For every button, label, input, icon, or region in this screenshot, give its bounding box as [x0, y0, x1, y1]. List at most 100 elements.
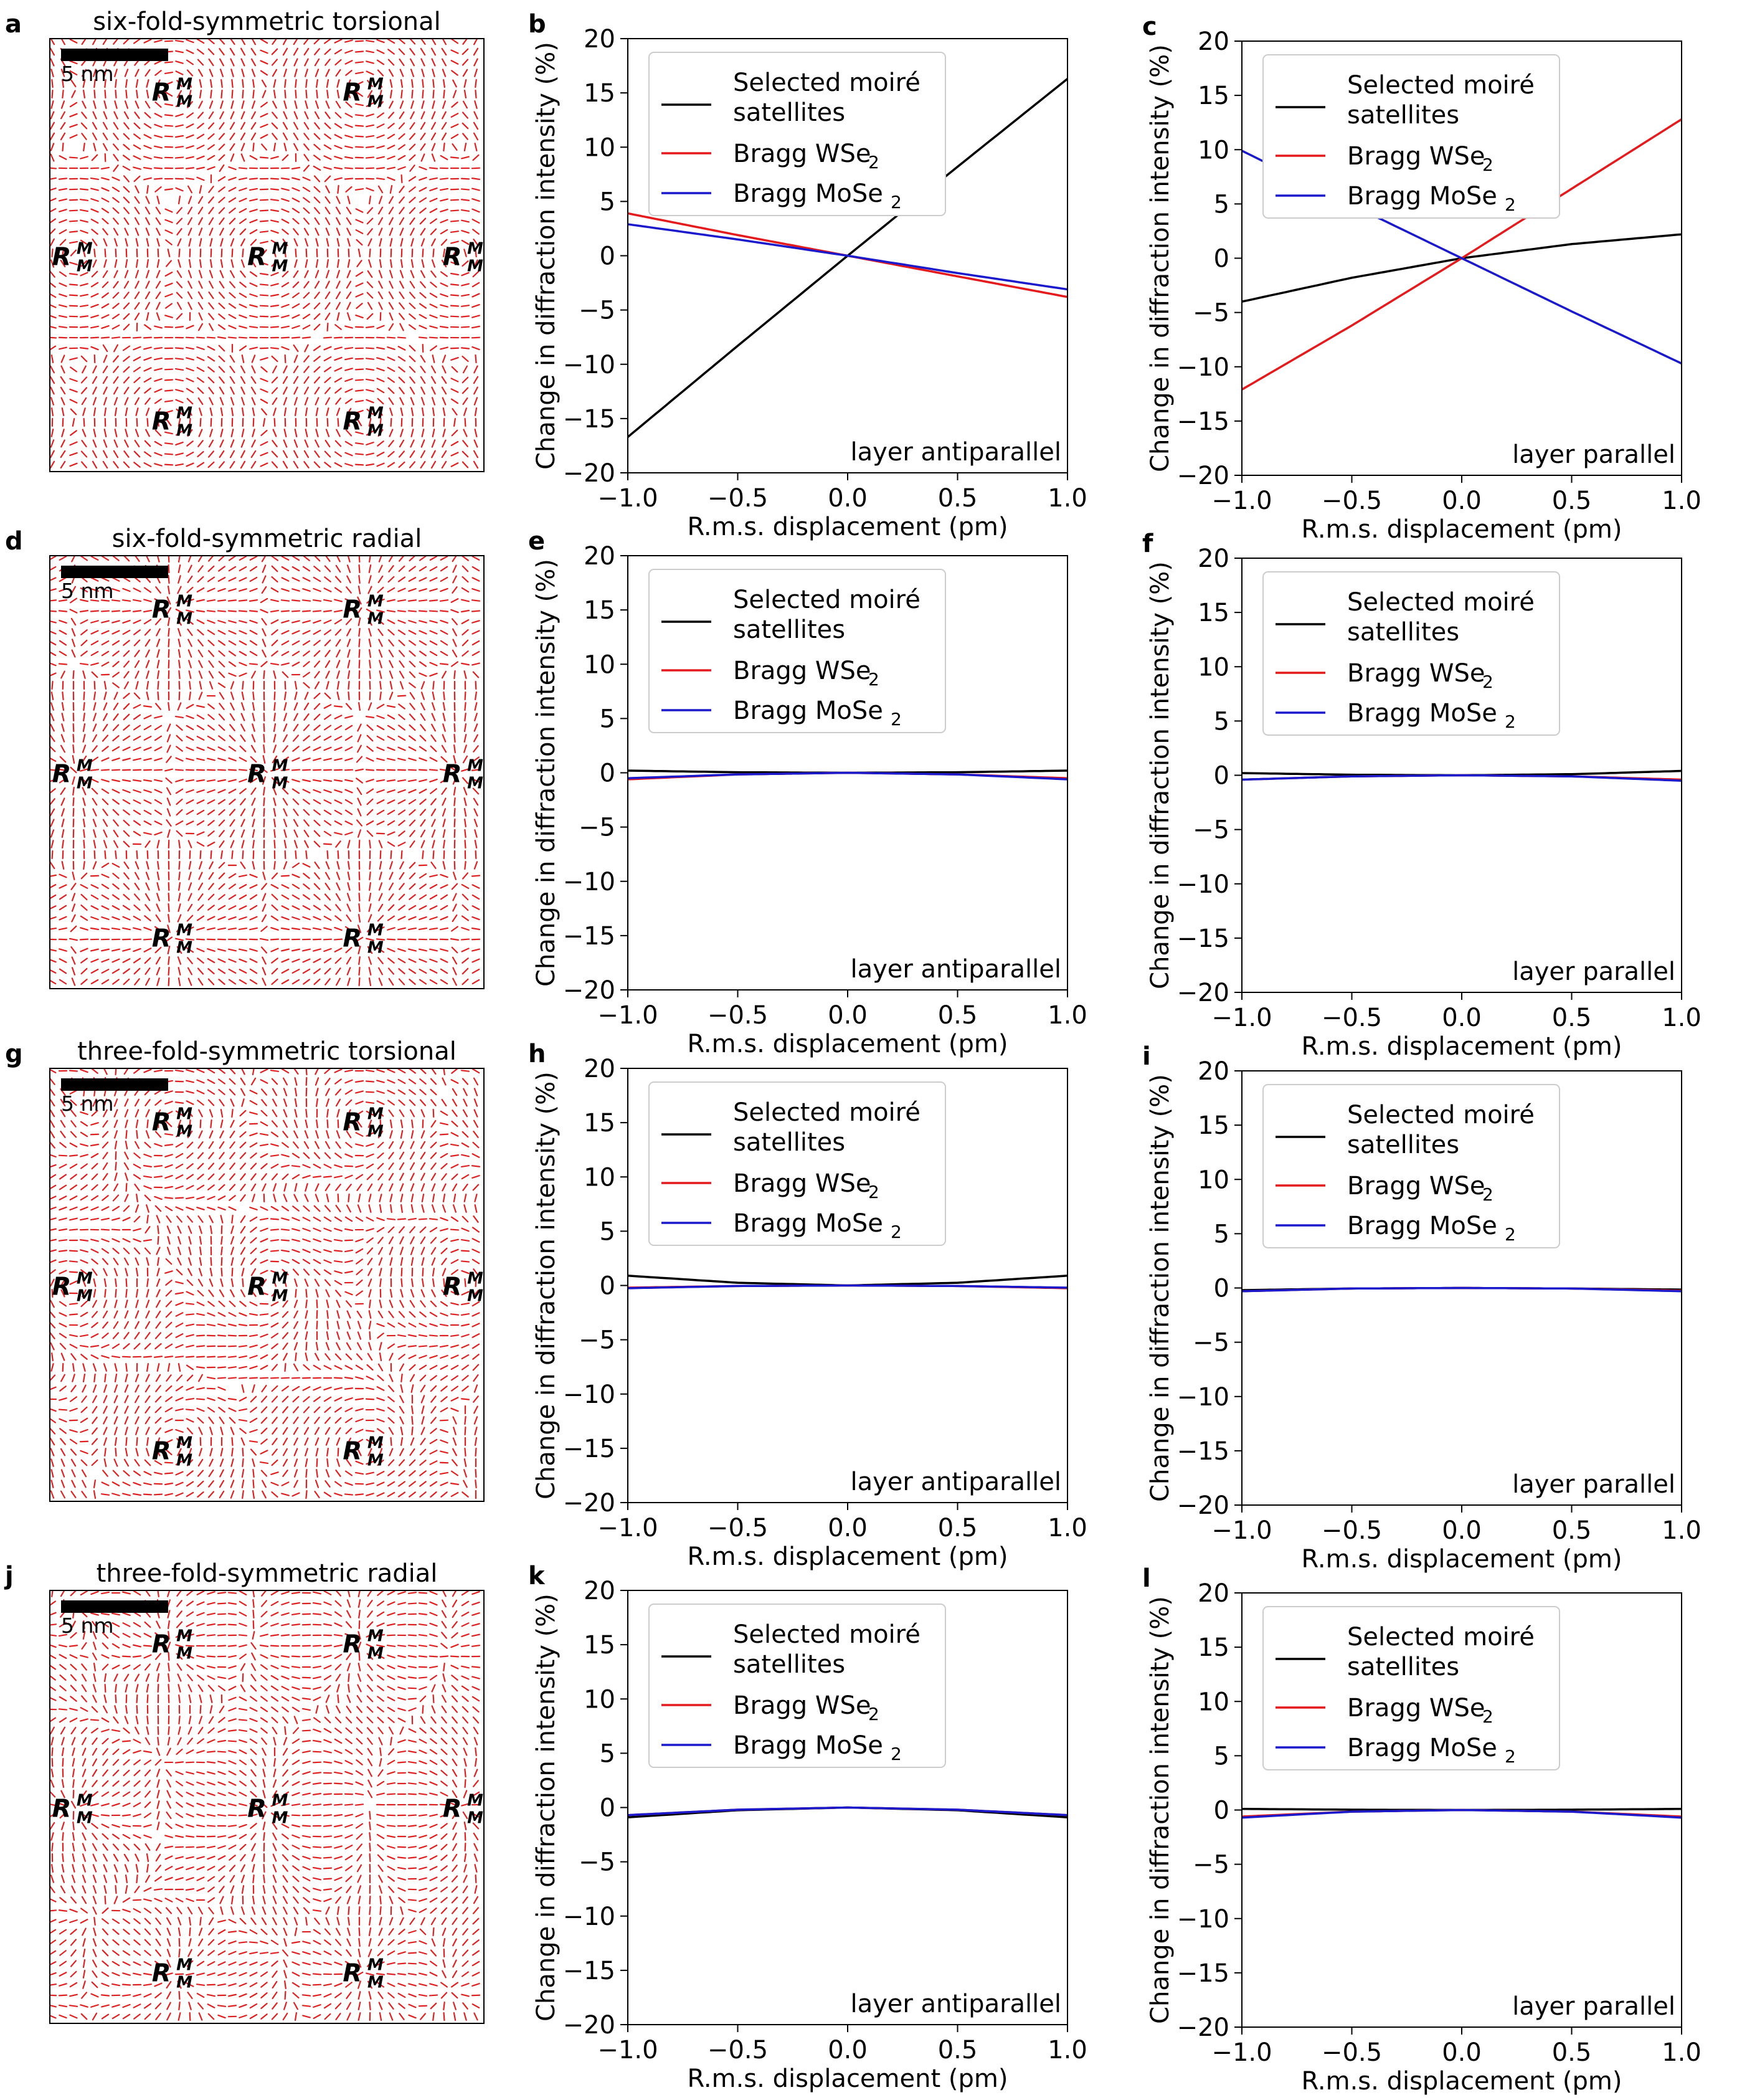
quiver-arrow — [409, 1099, 416, 1106]
quiver-arrow — [91, 1162, 98, 1170]
quiver-arrow — [323, 587, 332, 592]
quiver-arrow — [377, 1141, 384, 1149]
quiver-arrow — [262, 872, 266, 880]
quiver-arrow — [207, 1089, 215, 1095]
quiver-arrow — [462, 1375, 469, 1381]
quiver-arrow — [198, 312, 203, 321]
quiver-arrow — [196, 587, 205, 593]
quiver-arrow — [93, 69, 97, 77]
quiver-arrow — [164, 1090, 173, 1094]
quiver-arrow — [471, 588, 480, 592]
quiver-arrow — [133, 462, 141, 468]
quiver-arrow — [323, 830, 332, 837]
quiver-arrow — [197, 967, 204, 975]
quiver-arrow — [262, 893, 267, 901]
quiver-arrow — [114, 69, 118, 77]
quiver-arrow — [473, 1384, 478, 1393]
quiver-arrow — [387, 725, 395, 731]
quiver-arrow — [228, 916, 237, 921]
quiver-arrow — [261, 618, 267, 625]
quiver-arrow — [102, 376, 108, 384]
quiver-arrow — [218, 344, 225, 352]
quiver-arrow — [134, 196, 140, 204]
quiver-arrow — [357, 797, 362, 806]
quiver-arrow — [462, 1109, 468, 1118]
quiver-arrow — [240, 861, 246, 870]
quiver-arrow — [376, 123, 385, 128]
quiver-arrow — [196, 1079, 205, 1084]
quiver-arrow — [228, 620, 237, 624]
quiver-arrow — [80, 1111, 88, 1115]
quiver-arrow — [80, 619, 88, 624]
site-label-sup: M — [176, 404, 192, 423]
quiver-arrow — [135, 872, 140, 880]
quiver-arrow — [153, 938, 163, 941]
quiver-arrow — [377, 1109, 384, 1117]
quiver-arrow — [165, 1396, 173, 1402]
quiver-arrow — [186, 809, 194, 815]
quiver-arrow — [59, 958, 67, 963]
quiver-arrow — [409, 809, 416, 816]
quiver-arrow — [187, 903, 193, 912]
site-label: R MM — [247, 240, 288, 276]
quiver-arrow — [123, 217, 130, 226]
quiver-arrow — [134, 439, 140, 448]
quiver-arrow — [376, 145, 385, 149]
quiver-arrow — [220, 1119, 224, 1128]
quiver-arrow — [208, 313, 214, 320]
quiver-arrow — [197, 639, 204, 647]
quiver-arrow — [475, 691, 477, 701]
quiver-arrow — [50, 723, 55, 732]
quiver-arrow — [313, 758, 321, 761]
quiver-arrow — [313, 927, 321, 931]
quiver-arrow — [186, 799, 194, 804]
quiver-arrow — [345, 429, 353, 437]
quiver-arrow — [344, 1377, 354, 1379]
quiver-arrow — [419, 176, 427, 181]
quiver-arrow — [186, 1364, 194, 1371]
quiver-arrow — [135, 227, 140, 236]
quiver-arrow — [146, 1289, 149, 1298]
quiver-arrow — [143, 156, 152, 159]
quiver-arrow — [440, 1217, 448, 1222]
quiver-arrow — [346, 1109, 351, 1118]
quiver-arrow — [283, 450, 288, 458]
quiver-arrow — [176, 1268, 183, 1276]
quiver-arrow — [198, 100, 203, 109]
quiver-arrow — [168, 903, 170, 913]
quiver-arrow — [144, 1332, 151, 1339]
quiver-arrow — [125, 248, 128, 258]
quiver-arrow — [472, 1184, 480, 1191]
quiver-arrow — [186, 1100, 194, 1105]
quiver-arrow — [239, 228, 247, 235]
quiver-arrow — [199, 1246, 202, 1256]
quiver-arrow — [430, 1237, 437, 1244]
quiver-arrow — [58, 188, 68, 191]
quiver-arrow — [69, 378, 78, 382]
quiver-arrow — [336, 1331, 340, 1340]
quiver-arrow — [302, 916, 311, 921]
quiver-arrow — [462, 1078, 469, 1085]
quiver-arrow — [112, 672, 120, 678]
quiver-arrow — [230, 1098, 235, 1107]
quiver-arrow — [460, 1250, 470, 1252]
y-tick-label: 20 — [584, 542, 615, 571]
quiver-arrow — [113, 133, 119, 140]
quiver-arrow — [326, 1299, 329, 1308]
quiver-arrow — [111, 927, 121, 931]
legend-subscript: 2 — [891, 192, 902, 212]
quiver-arrow — [239, 979, 247, 985]
quiver-arrow — [272, 429, 277, 437]
quiver-arrow — [153, 1356, 163, 1358]
quiver-arrow — [83, 89, 85, 99]
quiver-arrow — [252, 429, 255, 437]
quiver-arrow — [295, 1288, 297, 1298]
quiver-arrow — [366, 925, 374, 933]
quiver-arrow — [430, 788, 437, 794]
quiver-arrow — [69, 70, 78, 76]
quiver-arrow — [240, 1289, 245, 1298]
quiver-arrow — [398, 1311, 405, 1318]
quiver-arrow — [92, 1363, 97, 1372]
quiver-arrow — [283, 1098, 288, 1107]
quiver-arrow — [418, 864, 428, 867]
